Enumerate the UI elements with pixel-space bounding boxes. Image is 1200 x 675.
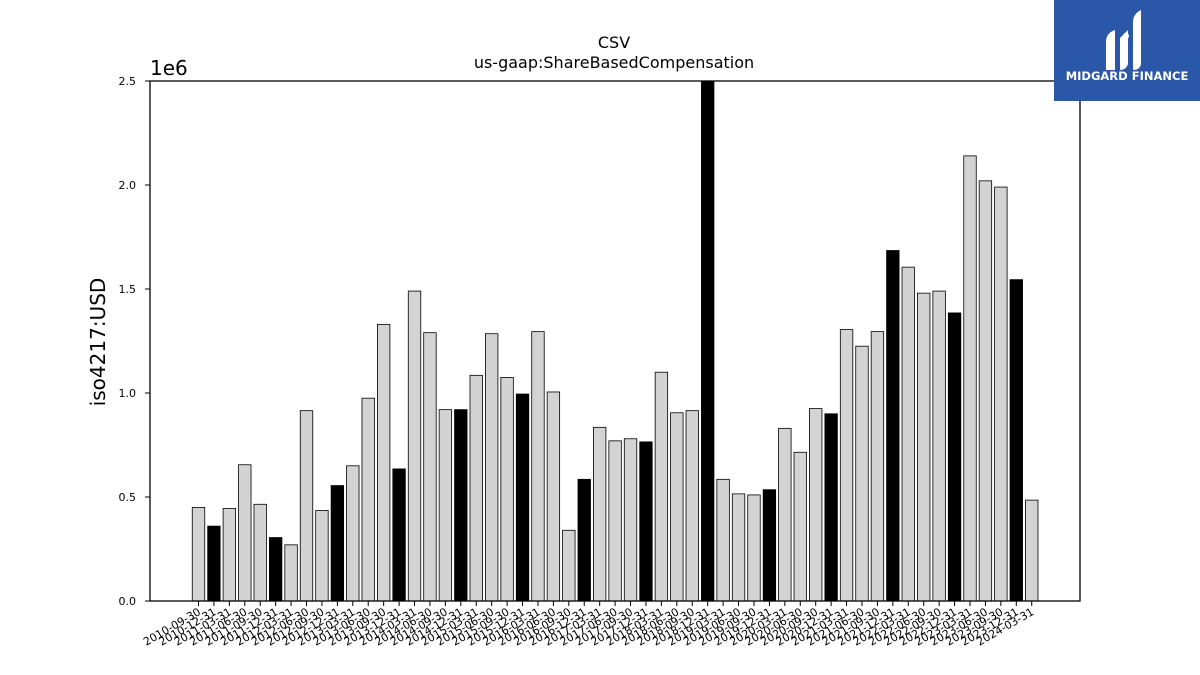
bar-2012-09-30 — [315, 510, 329, 602]
bar-series — [191, 80, 1039, 602]
bar-2013-03-31 — [346, 465, 360, 602]
bar-2018-12-31 — [701, 80, 715, 602]
chart-title: CSV — [598, 33, 630, 52]
bar-2017-09-30 — [623, 438, 638, 602]
bar-2021-09-30 — [870, 331, 885, 602]
bar-2019-12-31 — [762, 489, 777, 602]
bar-2016-09-30 — [562, 529, 576, 602]
bar-2023-06-30 — [978, 180, 993, 602]
bar-2021-12-31 — [886, 250, 900, 602]
bar-2015-03-31 — [469, 374, 483, 602]
bar-2021-06-30 — [855, 345, 869, 602]
bar-2020-12-31 — [824, 413, 838, 602]
bar-2016-03-31 — [531, 331, 545, 602]
bar-2022-09-30 — [932, 290, 946, 602]
y-axis: 0.0 0.5 1.0 1.5 2.0 2.5 — [119, 75, 150, 608]
bar-2020-03-31 — [778, 427, 792, 602]
bar-2017-12-31 — [639, 441, 653, 602]
bar-2023-09-30 — [994, 186, 1008, 602]
bar-2023-12-31 — [1009, 279, 1023, 602]
bar-2013-12-31 — [392, 468, 406, 602]
bar-2011-06-30 — [238, 464, 252, 602]
plot-frame — [149, 80, 1081, 602]
bar-2010-09-30 — [191, 506, 206, 602]
y-tick-label: 1.0 — [119, 387, 137, 400]
bar-2022-12-31 — [947, 312, 962, 602]
bar-2015-06-30 — [485, 333, 499, 602]
bar-2014-12-31 — [454, 409, 468, 602]
bar-2017-03-31 — [593, 426, 607, 602]
bar-2020-06-30 — [793, 451, 807, 602]
bar-2019-06-30 — [731, 493, 746, 602]
bar-2015-12-31 — [515, 393, 530, 602]
bar-2019-09-30 — [747, 494, 761, 602]
logo-mark-icon — [1106, 10, 1141, 70]
bar-2024-03-31 — [1025, 499, 1039, 602]
bar-2023-03-31 — [963, 155, 977, 602]
midgard-finance-logo: MIDGARD FINANCE — [1054, 0, 1200, 101]
bar-2018-09-30 — [685, 410, 699, 602]
bar-2014-09-30 — [438, 409, 453, 602]
bar-2018-06-30 — [670, 412, 684, 602]
y-axis-label: iso4217:USD — [86, 278, 110, 407]
y-tick-label: 1.5 — [119, 283, 137, 296]
bar-2012-06-30 — [299, 410, 314, 602]
bar-2010-12-31 — [207, 525, 221, 602]
bar-2013-09-30 — [377, 323, 391, 602]
bar-2017-06-30 — [608, 440, 622, 602]
bar-2011-12-31 — [268, 537, 283, 602]
y-tick-label: 0.5 — [119, 491, 137, 504]
bar-2016-12-31 — [577, 478, 591, 602]
bar-2012-12-31 — [330, 485, 345, 602]
bar-2020-09-30 — [809, 408, 823, 602]
bar-2012-03-31 — [284, 544, 298, 602]
y-tick-label: 2.0 — [119, 179, 137, 192]
bar-2011-09-30 — [253, 503, 267, 602]
chart-subtitle: us-gaap:ShareBasedCompensation — [474, 53, 754, 72]
x-axis: 2010-09-302010-12-312011-03-312011-06-30… — [141, 601, 1036, 649]
bar-2014-03-31 — [407, 290, 422, 602]
bar-2015-09-30 — [500, 376, 514, 602]
bar-2018-03-31 — [654, 371, 669, 602]
bar-2016-06-30 — [546, 391, 561, 602]
y-tick-label: 0.0 — [119, 595, 137, 608]
bar-2019-03-31 — [716, 478, 730, 602]
bar-2021-03-31 — [839, 329, 854, 602]
bar-2022-03-31 — [901, 266, 915, 602]
bar-2014-06-30 — [423, 332, 437, 602]
bar-2011-03-31 — [222, 508, 237, 602]
bar-2013-06-30 — [361, 397, 375, 602]
y-axis-scale-label: 1e6 — [150, 56, 188, 80]
logo-text: MIDGARD FINANCE — [1066, 69, 1189, 83]
bar-2022-06-30 — [917, 292, 931, 602]
y-tick-label: 2.5 — [119, 75, 137, 88]
